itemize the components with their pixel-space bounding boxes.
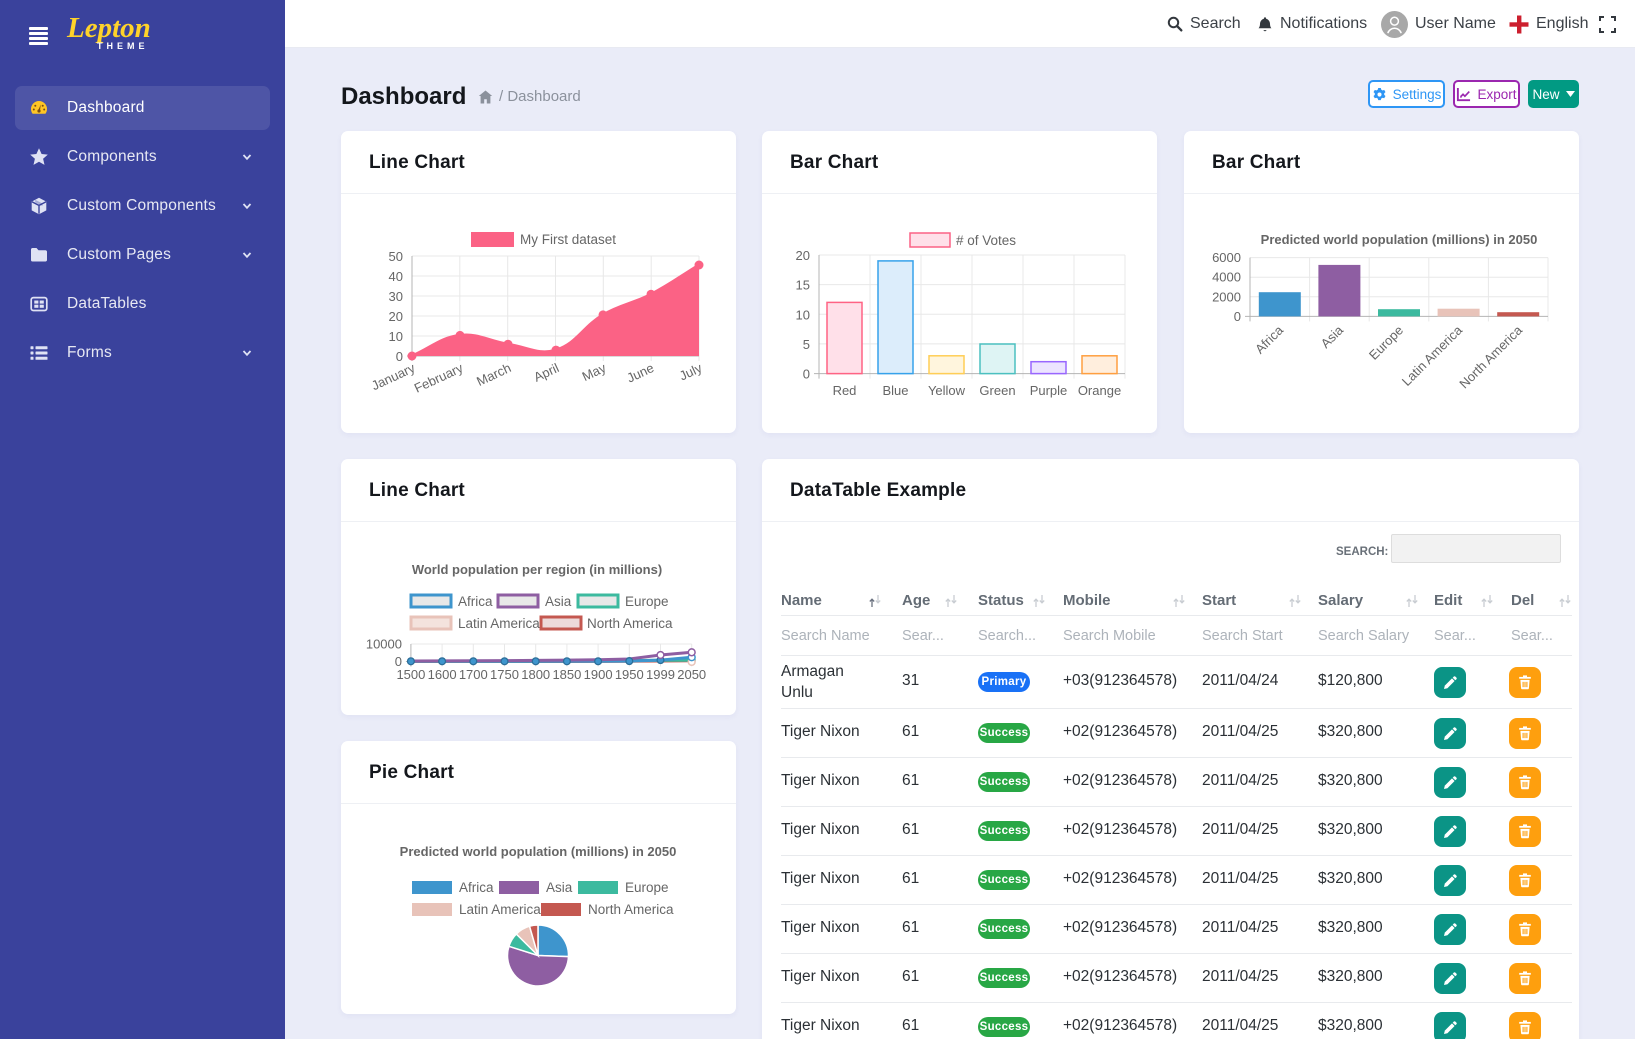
svg-text:World population per region (i: World population per region (in millions…: [412, 562, 662, 577]
svg-text:Predicted world population (mi: Predicted world population (millions) in…: [1261, 232, 1538, 247]
svg-text:1900: 1900: [584, 667, 613, 682]
svg-text:North America: North America: [588, 902, 674, 917]
svg-text:June: June: [624, 360, 656, 386]
svg-text:10: 10: [389, 329, 403, 344]
svg-text:1700: 1700: [459, 667, 488, 682]
svg-text:1500: 1500: [396, 667, 425, 682]
svg-text:March: March: [474, 360, 513, 389]
svg-text:Yellow: Yellow: [928, 383, 966, 398]
svg-text:50: 50: [389, 249, 403, 264]
svg-text:30: 30: [389, 289, 403, 304]
svg-text:Europe: Europe: [625, 594, 669, 609]
svg-text:Europe: Europe: [625, 880, 669, 895]
svg-text:February: February: [412, 360, 466, 396]
svg-text:April: April: [531, 360, 561, 385]
svg-text:20: 20: [389, 309, 403, 324]
svg-text:# of Votes: # of Votes: [956, 233, 1016, 248]
svg-text:5: 5: [803, 337, 810, 352]
svg-text:0: 0: [395, 654, 402, 669]
svg-text:4000: 4000: [1212, 270, 1241, 285]
svg-text:Latin America: Latin America: [1399, 322, 1466, 389]
svg-text:My First dataset: My First dataset: [520, 232, 616, 247]
svg-text:North America: North America: [1456, 322, 1525, 391]
svg-text:Predicted world population (mi: Predicted world population (millions) in…: [400, 844, 677, 859]
svg-text:1850: 1850: [552, 667, 581, 682]
svg-text:1950: 1950: [615, 667, 644, 682]
svg-text:Africa: Africa: [459, 880, 494, 895]
svg-text:Orange: Orange: [1078, 383, 1121, 398]
svg-text:1999: 1999: [646, 667, 675, 682]
svg-text:Red: Red: [833, 383, 857, 398]
svg-text:10000: 10000: [366, 637, 402, 652]
svg-text:2050: 2050: [677, 667, 706, 682]
svg-text:Africa: Africa: [458, 594, 493, 609]
svg-text:0: 0: [396, 349, 403, 364]
svg-text:Asia: Asia: [1318, 322, 1347, 351]
svg-text:May: May: [580, 360, 609, 384]
svg-text:January: January: [369, 360, 418, 393]
svg-text:Latin America: Latin America: [458, 616, 540, 631]
svg-text:1800: 1800: [521, 667, 550, 682]
svg-text:Africa: Africa: [1252, 322, 1287, 357]
svg-text:20: 20: [796, 248, 810, 263]
svg-text:40: 40: [389, 269, 403, 284]
svg-text:0: 0: [1234, 309, 1241, 324]
svg-text:10: 10: [796, 307, 810, 322]
svg-text:6000: 6000: [1212, 250, 1241, 265]
svg-text:1600: 1600: [428, 667, 457, 682]
svg-text:0: 0: [803, 367, 810, 382]
svg-text:Europe: Europe: [1366, 323, 1406, 363]
svg-text:Purple: Purple: [1030, 383, 1068, 398]
svg-text:Blue: Blue: [882, 383, 908, 398]
svg-text:1750: 1750: [490, 667, 519, 682]
svg-text:North America: North America: [587, 616, 673, 631]
svg-text:Green: Green: [979, 383, 1015, 398]
svg-text:July: July: [677, 360, 705, 384]
svg-text:Latin America: Latin America: [459, 902, 541, 917]
svg-text:15: 15: [796, 278, 810, 293]
svg-text:Asia: Asia: [545, 594, 572, 609]
svg-text:2000: 2000: [1212, 289, 1241, 304]
svg-text:Asia: Asia: [546, 880, 573, 895]
